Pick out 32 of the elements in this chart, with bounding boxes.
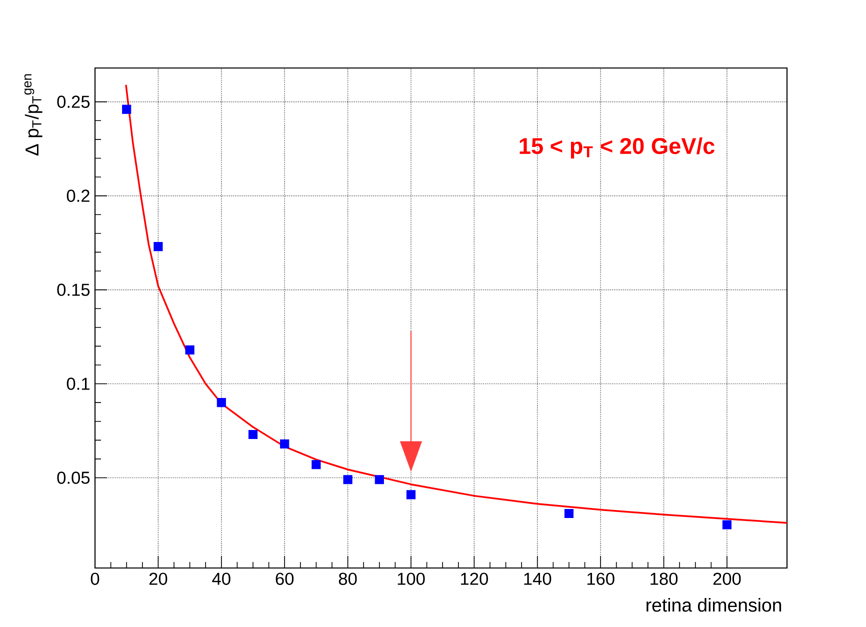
point [248, 430, 258, 440]
x-tick-label: 80 [338, 572, 357, 585]
x-tick-label: 0 [90, 572, 100, 585]
y-tick-label: 0.15 [57, 284, 90, 296]
point [722, 520, 732, 530]
x-tick-label: 200 [713, 572, 741, 585]
x-tick-label: 40 [212, 572, 230, 585]
point [122, 104, 132, 114]
x-tick-label: 20 [149, 572, 168, 585]
point [406, 490, 416, 500]
point [216, 398, 226, 408]
x-tick-label: 120 [461, 572, 488, 585]
x-tick-label: 100 [398, 572, 425, 585]
annotation: 15 < p$_{T}$ < 20 GeV/c [520, 137, 715, 159]
x-axis-title: retina dimension [646, 598, 782, 612]
point [374, 475, 384, 484]
point [185, 345, 194, 354]
y-tick-label: 0.2 [66, 190, 90, 202]
point [564, 508, 574, 518]
x-tick-label: 60 [276, 572, 294, 585]
x-tick-label: 160 [587, 572, 614, 585]
x-tick-label: 140 [524, 572, 552, 585]
point [280, 439, 290, 448]
y-tick-label: 0.1 [66, 378, 90, 390]
line-series [125, 84, 788, 524]
point [154, 242, 163, 252]
y-axis-title: Δ p$_{T}$/p$_{T}$gen [24, 74, 42, 156]
point [343, 475, 352, 484]
y-tick-label: 0.05 [57, 472, 90, 484]
x-tick-label: 180 [650, 572, 678, 585]
y-tick-label: 0.25 [57, 96, 90, 108]
point [312, 460, 321, 470]
